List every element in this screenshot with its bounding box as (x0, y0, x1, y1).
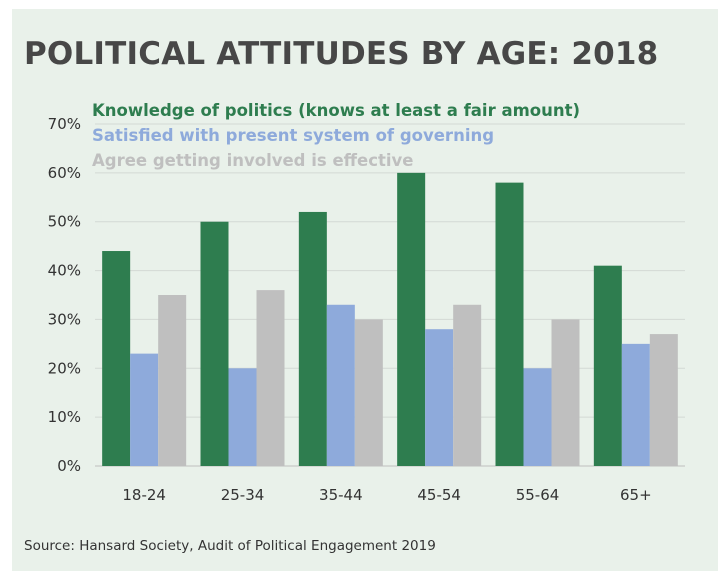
bar (326, 304, 355, 466)
y-tick-label: 70% (48, 115, 81, 133)
gridlines (95, 123, 685, 467)
x-tick-label: 45-54 (417, 486, 461, 504)
y-tick-label: 40% (48, 262, 81, 280)
bar (649, 334, 678, 466)
y-tick-label: 0% (57, 457, 81, 475)
y-tick-label: 60% (48, 164, 81, 182)
x-tick-label: 55-64 (516, 486, 560, 504)
bar (256, 290, 285, 466)
x-tick-label: 25-34 (221, 486, 265, 504)
legend-entry: Agree getting involved is effective (92, 151, 413, 170)
bar (130, 353, 159, 466)
x-tick-label: 18-24 (122, 486, 166, 504)
y-tick-label: 50% (48, 213, 81, 231)
x-axis-ticks: 18-24 25-34 35-44 45-54 55-64 65+ (122, 486, 651, 504)
legend-entry: Satisfied with present system of governi… (92, 126, 494, 145)
y-tick-label: 20% (48, 359, 81, 377)
bar (425, 329, 454, 466)
bar (453, 304, 482, 466)
bars (102, 172, 678, 466)
y-tick-label: 10% (48, 408, 81, 426)
bar (593, 265, 622, 466)
bar (551, 319, 580, 466)
x-tick-label: 35-44 (319, 486, 363, 504)
bar (523, 368, 552, 466)
legend-entry: Knowledge of politics (knows at least a … (92, 101, 580, 120)
bar (354, 319, 383, 466)
bar (495, 182, 524, 466)
bar (397, 172, 426, 466)
y-axis-ticks: 0% 10% 20% 30% 40% 50% 60% 70% (48, 115, 81, 475)
bar (621, 343, 650, 466)
bar (228, 368, 257, 466)
bar (158, 295, 187, 466)
y-tick-label: 30% (48, 310, 81, 328)
bar (298, 211, 327, 466)
bar (102, 251, 131, 466)
x-tick-label: 65+ (620, 486, 652, 504)
source-note: Source: Hansard Society, Audit of Politi… (24, 538, 436, 554)
chart-title: POLITICAL ATTITUDES BY AGE: 2018 (24, 36, 659, 72)
bar (200, 221, 229, 466)
legend: Knowledge of politics (knows at least a … (92, 101, 580, 170)
